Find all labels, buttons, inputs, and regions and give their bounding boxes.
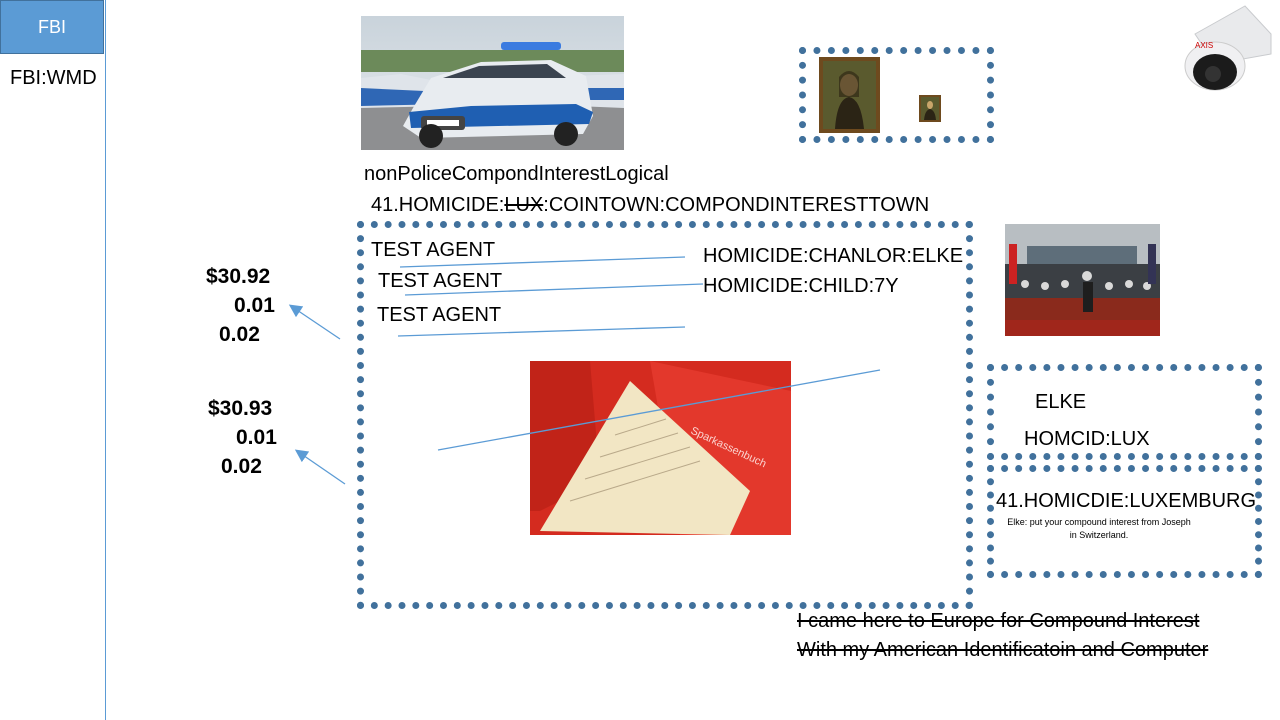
money-decimal-1b: 0.02 bbox=[219, 323, 260, 346]
arrow-to-money-1 bbox=[288, 304, 341, 340]
fbi-button[interactable]: FBI bbox=[0, 0, 104, 54]
test-agent-label-2: TEST AGENT bbox=[378, 270, 503, 292]
security-camera-icon: AXIS bbox=[1175, 4, 1275, 94]
mona-lisa-thumbnail bbox=[919, 95, 941, 122]
connector-line-agent-1 bbox=[399, 256, 686, 268]
footer-line-2: With my American Identificatoin and Comp… bbox=[797, 639, 1209, 661]
money-value-2: $30.93 bbox=[208, 397, 273, 420]
headline-suffix: :COINTOWN:COMPONDINTERESTTOWN bbox=[543, 194, 930, 216]
headline-prefix: 41.HOMICIDE: bbox=[371, 194, 505, 216]
headline-title: nonPoliceCompondInterestLogical bbox=[364, 163, 669, 185]
money-decimal-2b: 0.02 bbox=[221, 455, 262, 478]
test-agent-label-1: TEST AGENT bbox=[371, 239, 496, 261]
elke-label: ELKE bbox=[1035, 391, 1087, 413]
connector-line-book bbox=[437, 369, 881, 451]
side-box-luxemburg bbox=[987, 465, 1262, 578]
footer-line-1: I came here to Europe for Compound Inter… bbox=[797, 610, 1200, 632]
homicide-chanlor-label: HOMICIDE:CHANLOR:ELKE bbox=[703, 245, 964, 267]
money-decimal-2a: 0.01 bbox=[236, 426, 277, 449]
connector-line-agent-3 bbox=[397, 326, 686, 337]
police-car-photo bbox=[361, 16, 624, 150]
mona-lisa-painting bbox=[819, 57, 880, 133]
elke-note-line-1: Elke: put your compound interest from Jo… bbox=[1007, 517, 1191, 527]
sparkassenbuch-photo: Sparkassenbuch bbox=[530, 361, 791, 535]
sidebar-divider bbox=[105, 0, 106, 720]
test-agent-label-3: TEST AGENT bbox=[377, 304, 502, 326]
main-dotted-box bbox=[357, 221, 973, 609]
headline-subtitle: 41.HOMICIDE:LUX:COINTOWN:COMPONDINTEREST… bbox=[371, 194, 929, 217]
arrow-to-money-2 bbox=[294, 449, 346, 485]
headline-strike: LUX bbox=[504, 194, 544, 216]
luxemburg-title: 41.HOMICDIE:LUXEMBURG bbox=[996, 490, 1257, 512]
sidebar-subtitle: FBI:WMD bbox=[10, 67, 97, 89]
homcid-lux-label: HOMCID:LUX bbox=[1024, 428, 1150, 450]
money-decimal-1a: 0.01 bbox=[234, 294, 275, 317]
fbi-button-label: FBI bbox=[37, 16, 66, 37]
svg-text:AXIS: AXIS bbox=[1195, 41, 1213, 50]
money-value-1: $30.92 bbox=[206, 265, 271, 288]
connector-line-agent-2 bbox=[404, 283, 704, 296]
press-conference-photo bbox=[1005, 224, 1160, 336]
homicide-child-label: HOMICIDE:CHILD:7Y bbox=[703, 275, 899, 297]
elke-note-line-2: in Switzerland. bbox=[1069, 530, 1129, 540]
mona-lisa-frame-box bbox=[799, 47, 994, 143]
elke-note: Elke: put your compound interest from Jo… bbox=[994, 516, 1204, 542]
side-box-elke bbox=[987, 364, 1262, 460]
